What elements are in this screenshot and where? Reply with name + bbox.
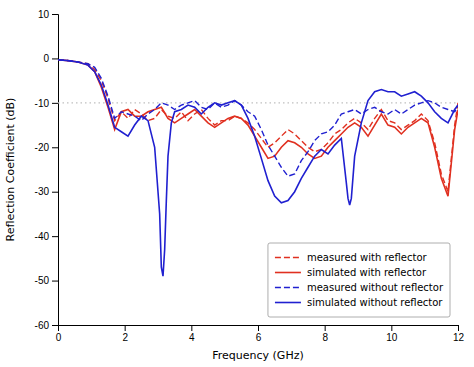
series-line <box>58 60 458 192</box>
tick-mark <box>258 325 259 331</box>
legend-swatch <box>275 272 301 274</box>
tick-mark <box>52 58 58 59</box>
tick-mark <box>52 325 58 326</box>
tick: -40 <box>35 231 58 242</box>
tick: 10 <box>386 325 398 343</box>
tick: 0 <box>43 53 58 64</box>
tick-mark <box>52 103 58 104</box>
tick-label: 10 <box>38 9 50 20</box>
tick-label: 12 <box>453 332 465 343</box>
tick: -60 <box>35 320 58 331</box>
tick-label: -60 <box>35 320 50 331</box>
legend-swatch <box>275 257 301 259</box>
series-line <box>58 60 458 196</box>
tick: 6 <box>256 325 262 343</box>
tick-mark <box>391 325 392 331</box>
x-axis: 0 2 4 6 8 10 12 <box>56 325 465 343</box>
legend-swatch <box>275 287 301 289</box>
tick: 2 <box>122 325 128 343</box>
legend-frame <box>268 243 450 317</box>
tick: 12 <box>453 325 465 343</box>
tick-label: 0 <box>56 332 62 343</box>
tick-label: 10 <box>386 332 398 343</box>
tick-label: 2 <box>122 332 128 343</box>
y-axis: 10 0 -10 -20 -30 -40 -50 -60 <box>35 9 59 331</box>
tick-label: 4 <box>189 332 195 343</box>
tick-mark <box>52 236 58 237</box>
legend-label: simulated without reflector <box>307 297 443 308</box>
plot: 0 2 4 6 8 10 12 10 0 -10 -20 -30 -40 -50 -60 measured w… <box>35 9 465 343</box>
x-axis-title: Frequency (GHz) <box>212 349 303 362</box>
tick: 0 <box>56 325 62 343</box>
tick-mark <box>325 325 326 331</box>
tick: -10 <box>35 98 58 109</box>
tick-label: -20 <box>35 142 50 153</box>
tick: -30 <box>35 186 58 197</box>
axis-line <box>52 15 59 326</box>
tick: 10 <box>38 9 58 20</box>
tick-mark <box>52 281 58 282</box>
tick-label: 8 <box>322 332 328 343</box>
tick-mark <box>52 147 58 148</box>
legend: measured with reflector simulated with re… <box>268 243 450 317</box>
tick: 8 <box>322 325 328 343</box>
tick-label: 6 <box>256 332 262 343</box>
tick: -50 <box>35 275 58 286</box>
legend-swatch <box>275 302 301 304</box>
reference-line <box>58 102 458 103</box>
tick-label: -50 <box>35 275 50 286</box>
tick: 4 <box>189 325 195 343</box>
chart: 0 2 4 6 8 10 12 10 0 -10 -20 -30 -40 -50 -60 measured w… <box>0 0 474 367</box>
y-axis-title: Reflection Coefficient (dB) <box>4 98 17 242</box>
tick: -20 <box>35 142 58 153</box>
axis-line <box>59 326 459 332</box>
legend-label: simulated with reflector <box>307 267 427 278</box>
legend-label: measured without reflector <box>307 282 444 293</box>
tick-mark <box>52 14 58 15</box>
series-line <box>58 60 458 176</box>
legend-label: measured with reflector <box>307 252 428 263</box>
tick-label: -40 <box>35 231 50 242</box>
tick-mark <box>191 325 192 331</box>
tick-mark <box>125 325 126 331</box>
tick-label: 0 <box>43 53 49 64</box>
tick-label: -10 <box>35 98 50 109</box>
tick-label: -30 <box>35 186 50 197</box>
tick-mark <box>458 325 459 331</box>
tick-mark <box>52 192 58 193</box>
